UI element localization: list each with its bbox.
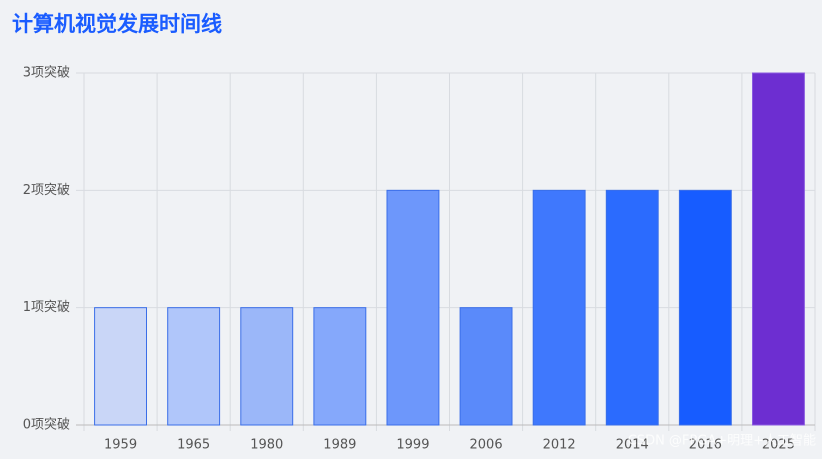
x-tick-label: 1999 bbox=[396, 438, 429, 453]
x-tick-label: 2014 bbox=[616, 438, 649, 453]
y-tick-label: 1项突破 bbox=[23, 299, 70, 315]
bar bbox=[167, 307, 221, 426]
x-tick-label: 1959 bbox=[104, 438, 137, 453]
x-tick-label: 1980 bbox=[250, 438, 283, 453]
bar bbox=[240, 307, 294, 426]
y-tick-label: 0项突破 bbox=[23, 417, 70, 433]
x-tick-label: 2025 bbox=[762, 438, 795, 453]
chart-title: 计算机视觉发展时间线 bbox=[12, 12, 222, 36]
watermark: CSDN @FPGA+明理+人工智能 bbox=[628, 434, 816, 449]
bar bbox=[678, 189, 732, 426]
x-tick-label: 2012 bbox=[543, 438, 576, 453]
x-tick-label: 1965 bbox=[177, 438, 210, 453]
y-tick-label: 2项突破 bbox=[23, 182, 70, 198]
y-tick-label: 3项突破 bbox=[23, 65, 70, 81]
x-tick-label: 2006 bbox=[470, 438, 503, 453]
bar bbox=[532, 189, 586, 426]
bar bbox=[459, 307, 513, 426]
bar bbox=[605, 189, 659, 426]
x-tick-label: 2016 bbox=[689, 438, 722, 453]
x-tick-label: 1989 bbox=[323, 438, 356, 453]
bar bbox=[94, 307, 148, 426]
bar bbox=[751, 72, 805, 426]
bar bbox=[386, 189, 440, 426]
bar bbox=[313, 307, 367, 426]
